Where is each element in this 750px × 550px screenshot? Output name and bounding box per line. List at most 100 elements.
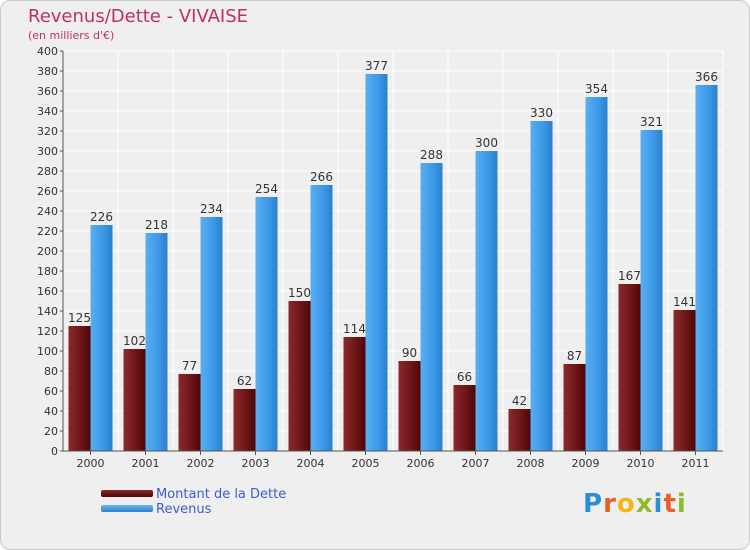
bar-revenus: [475, 151, 498, 451]
data-label-dette: 150: [288, 286, 311, 300]
bar-revenus: [530, 121, 553, 451]
y-tick-label: 100: [37, 345, 58, 358]
bar-dette: [398, 361, 421, 451]
y-tick-label: 400: [37, 45, 58, 58]
data-label-dette: 62: [237, 374, 252, 388]
x-tick-label: 2001: [132, 457, 160, 470]
y-tick-label: 80: [44, 365, 58, 378]
bar-dette: [453, 385, 476, 451]
y-tick-label: 0: [51, 445, 58, 458]
data-label-dette: 141: [673, 295, 696, 309]
bar-dette: [673, 310, 696, 451]
chart-subtitle: (en milliers d'€): [28, 29, 115, 42]
x-tick-label: 2005: [352, 457, 380, 470]
legend-label-dette: Montant de la Dette: [156, 487, 287, 502]
data-label-revenus: 266: [310, 170, 333, 184]
logo-letter: t: [663, 489, 677, 519]
logo-letter: o: [616, 489, 636, 519]
x-tick-label: 2004: [297, 457, 325, 470]
legend-swatch-dette: [101, 490, 153, 497]
bar-dette: [563, 364, 586, 451]
y-tick-label: 180: [37, 265, 58, 278]
bar-revenus: [365, 74, 388, 451]
chart-title: Revenus/Dette - VIVAISE: [28, 6, 249, 27]
bar-dette: [68, 326, 91, 451]
bar-dette: [508, 409, 531, 451]
bar-revenus: [310, 185, 333, 451]
bar-revenus: [145, 233, 168, 451]
y-tick-label: 140: [37, 305, 58, 318]
bar-revenus: [255, 197, 278, 451]
legend-label-revenus: Revenus: [156, 502, 212, 517]
x-tick-label: 2002: [187, 457, 215, 470]
data-label-revenus: 330: [530, 106, 553, 120]
data-label-dette: 66: [457, 370, 472, 384]
bar-revenus: [695, 85, 718, 451]
logo-letter: r: [603, 489, 617, 519]
bar-dette: [288, 301, 311, 451]
y-tick-label: 380: [37, 65, 58, 78]
bar-revenus: [90, 225, 113, 451]
y-tick-label: 40: [44, 405, 58, 418]
y-tick-label: 200: [37, 245, 58, 258]
data-label-dette: 87: [567, 349, 582, 363]
bar-dette: [178, 374, 201, 451]
y-tick-label: 60: [44, 385, 58, 398]
y-tick-label: 320: [37, 125, 58, 138]
data-label-revenus: 218: [145, 218, 168, 232]
proxiti-logo: Proxiti: [583, 489, 687, 519]
data-label-revenus: 226: [90, 210, 113, 224]
bar-dette: [343, 337, 366, 451]
data-label-dette: 42: [512, 394, 527, 408]
bar-revenus: [640, 130, 663, 451]
gridlines: [62, 50, 724, 452]
y-tick-label: 120: [37, 325, 58, 338]
data-label-revenus: 254: [255, 182, 278, 196]
data-label-revenus: 300: [475, 136, 498, 150]
data-label-revenus: 377: [365, 59, 388, 73]
x-tick-label: 2007: [462, 457, 490, 470]
x-tick-label: 2006: [407, 457, 435, 470]
data-label-revenus: 321: [640, 115, 663, 129]
y-tick-label: 20: [44, 425, 58, 438]
x-tick-label: 2008: [517, 457, 545, 470]
data-label-revenus: 234: [200, 202, 223, 216]
data-label-dette: 77: [182, 359, 197, 373]
logo-letter: i: [653, 489, 664, 519]
y-tick-label: 220: [37, 225, 58, 238]
data-label-dette: 167: [618, 269, 641, 283]
data-label-revenus: 366: [695, 70, 718, 84]
data-label-revenus: 288: [420, 148, 443, 162]
y-tick-label: 360: [37, 85, 58, 98]
x-tick-label: 2003: [242, 457, 270, 470]
axes: 0 20 40 60 80 100 120 140 160 180 200 220 240 260 280 3…: [37, 45, 723, 470]
bar-revenus: [420, 163, 443, 451]
data-label-dette: 90: [402, 346, 417, 360]
y-tick-label: 160: [37, 285, 58, 298]
y-tick-label: 280: [37, 165, 58, 178]
data-label-revenus: 354: [585, 82, 608, 96]
legend-swatch-revenus: [101, 505, 153, 512]
y-tick-label: 300: [37, 145, 58, 158]
y-tick-label: 240: [37, 205, 58, 218]
logo-letter: i: [676, 489, 687, 519]
bar-dette: [123, 349, 146, 451]
data-label-dette: 125: [68, 311, 91, 325]
x-tick-label: 2000: [77, 457, 105, 470]
bar-revenus: [585, 97, 608, 451]
x-tick-label: 2011: [682, 457, 710, 470]
bar-revenus: [200, 217, 223, 451]
bar-dette: [233, 389, 256, 451]
bars: 125 226 102 218 77 234 62 254 150 266 114 377 90 288 6…: [68, 59, 718, 451]
data-label-dette: 102: [123, 334, 146, 348]
x-tick-label: 2009: [572, 457, 600, 470]
y-tick-label: 340: [37, 105, 58, 118]
y-tick-label: 260: [37, 185, 58, 198]
logo-letter: x: [635, 489, 654, 519]
logo-letter: P: [583, 489, 604, 519]
bar-dette: [618, 284, 641, 451]
x-tick-label: 2010: [627, 457, 655, 470]
data-label-dette: 114: [343, 322, 366, 336]
